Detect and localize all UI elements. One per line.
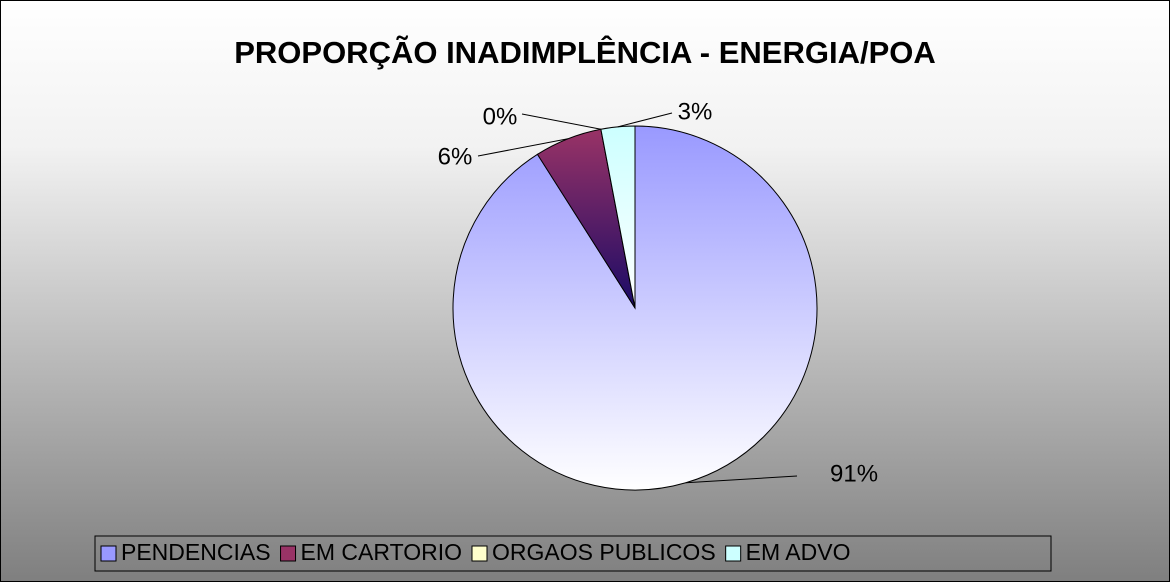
- legend-label: EM CARTORIO: [301, 539, 462, 565]
- leader-line: [617, 112, 673, 128]
- legend-label: ORGAOS PUBLICOS: [492, 539, 716, 565]
- data-label: 0%: [483, 103, 518, 130]
- legend-label: EM ADVO: [746, 539, 851, 565]
- legend-swatch: [100, 545, 117, 562]
- legend-swatch: [280, 545, 297, 562]
- leader-line: [477, 138, 569, 157]
- legend-swatch: [725, 545, 742, 562]
- chart-title: PROPORÇÃO INADIMPLÊNCIA - ENERGIA/POA: [234, 34, 936, 70]
- leader-line: [685, 475, 798, 484]
- data-label: 6%: [438, 143, 473, 170]
- data-label: 3%: [678, 98, 713, 125]
- legend-label: PENDENCIAS: [121, 539, 271, 565]
- leader-line: [521, 113, 601, 130]
- legend-swatch: [471, 545, 488, 562]
- legend-box: [94, 535, 1052, 572]
- data-label: 91%: [830, 460, 878, 487]
